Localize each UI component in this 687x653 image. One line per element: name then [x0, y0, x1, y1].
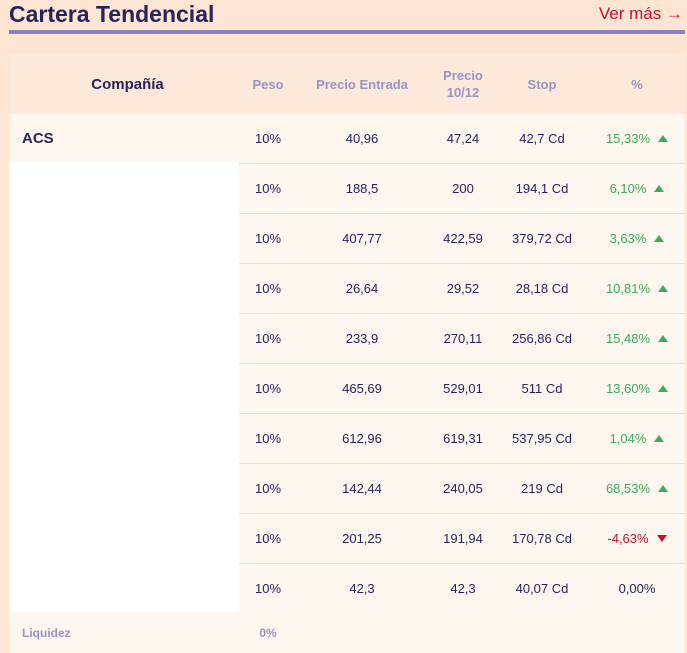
- precio-fecha-cell: 270,11: [443, 331, 483, 346]
- column-header-company: Compañía: [91, 75, 164, 93]
- precio-entrada-cell: 42,3: [349, 581, 375, 596]
- percent-value: 68,53%: [605, 481, 651, 496]
- percent-cell: 10,81%: [589, 264, 685, 313]
- triangle-up-icon: [658, 135, 669, 142]
- percent-cell: 1,04%: [589, 414, 685, 463]
- percent-cell: 6,10%: [589, 164, 685, 213]
- peso-cell: 10%: [254, 531, 282, 546]
- peso-cell: 10%: [254, 381, 282, 396]
- precio-entrada-cell: 233,9: [345, 331, 379, 346]
- column-header-precio-entrada: Precio Entrada: [316, 76, 408, 92]
- portfolio-table: Compañía Peso Precio Entrada Precio 10/1…: [9, 54, 685, 653]
- precio-fecha-cell: 29,52: [446, 281, 480, 296]
- stop-cell: 40,07 Cd: [515, 581, 569, 596]
- percent-value: 10,81%: [605, 281, 651, 296]
- hidden-company-names: [9, 162, 239, 612]
- stop-cell: 537,95 Cd: [512, 431, 572, 446]
- column-header-peso: Peso: [252, 76, 284, 92]
- table-row[interactable]: ACS 10% 40,96 47,24 42,7 Cd 15,33%: [9, 114, 685, 164]
- title-underline: [9, 30, 685, 34]
- liquidez-row: Liquidez 0%: [9, 613, 685, 653]
- company-cell: ACS: [22, 130, 54, 147]
- stop-cell: 511 Cd: [521, 381, 563, 396]
- peso-cell: 10%: [254, 581, 282, 596]
- peso-cell: 10%: [254, 331, 282, 346]
- peso-cell: 10%: [254, 481, 282, 496]
- triangle-up-icon: [658, 285, 669, 292]
- precio-fecha-cell: 47,24: [446, 131, 480, 146]
- precio-entrada-cell: 201,25: [342, 531, 382, 546]
- precio-fecha-cell: 191,94: [443, 531, 483, 546]
- stop-cell: 219 Cd: [521, 481, 563, 496]
- precio-fecha-cell: 200: [452, 181, 474, 196]
- peso-cell: 10%: [254, 231, 282, 246]
- column-header-stop: Stop: [527, 76, 557, 92]
- precio-entrada-cell: 465,69: [342, 381, 382, 396]
- precio-entrada-cell: 612,96: [342, 431, 382, 446]
- stop-cell: 256,86 Cd: [512, 331, 572, 346]
- precio-fecha-cell: 619,31: [443, 431, 483, 446]
- triangle-up-icon: [654, 435, 665, 442]
- triangle-up-icon: [658, 485, 669, 492]
- ver-mas-link[interactable]: Ver más →: [598, 4, 683, 23]
- table-header: Compañía Peso Precio Entrada Precio 10/1…: [9, 54, 685, 114]
- peso-cell: 10%: [254, 181, 282, 196]
- liquidez-peso: 0%: [259, 626, 277, 640]
- triangle-up-icon: [658, 385, 669, 392]
- percent-cell: 0,00%: [589, 564, 685, 613]
- column-header-precio-fecha: Precio 10/12: [443, 68, 483, 100]
- stop-cell: 42,7 Cd: [519, 131, 565, 146]
- percent-value: 13,60%: [605, 381, 651, 396]
- precio-entrada-cell: 142,44: [342, 481, 382, 496]
- triangle-up-icon: [658, 335, 669, 342]
- percent-cell: 68,53%: [589, 464, 685, 513]
- percent-cell: 3,63%: [589, 214, 685, 263]
- stop-cell: 194,1 Cd: [515, 181, 569, 196]
- precio-fecha-cell: 422,59: [443, 231, 483, 246]
- triangle-up-icon: [654, 235, 665, 242]
- percent-value: 1,04%: [609, 431, 647, 446]
- percent-cell: -4,63%: [589, 514, 685, 563]
- percent-cell: 13,60%: [589, 364, 685, 413]
- percent-cell: 15,33%: [589, 114, 685, 163]
- precio-entrada-cell: 26,64: [345, 281, 379, 296]
- precio-fecha-cell: 529,01: [443, 381, 483, 396]
- peso-cell: 10%: [254, 281, 282, 296]
- percent-cell: 15,48%: [589, 314, 685, 363]
- precio-fecha-cell: 240,05: [443, 481, 483, 496]
- stop-cell: 379,72 Cd: [512, 231, 572, 246]
- percent-value: 0,00%: [618, 581, 656, 596]
- stop-cell: 170,78 Cd: [512, 531, 572, 546]
- peso-cell: 10%: [254, 131, 282, 146]
- liquidez-label: Liquidez: [22, 626, 71, 640]
- precio-entrada-cell: 40,96: [345, 131, 379, 146]
- triangle-down-icon: [656, 535, 667, 542]
- precio-fecha-cell: 42,3: [450, 581, 476, 596]
- precio-entrada-cell: 407,77: [342, 231, 382, 246]
- percent-value: 15,33%: [605, 131, 651, 146]
- percent-value: 3,63%: [609, 231, 647, 246]
- peso-cell: 10%: [254, 431, 282, 446]
- page-title: Cartera Tendencial: [9, 1, 215, 27]
- percent-value: 15,48%: [605, 331, 651, 346]
- column-header-percent: %: [631, 76, 643, 92]
- precio-entrada-cell: 188,5: [345, 181, 379, 196]
- percent-value: 6,10%: [609, 181, 647, 196]
- percent-value: -4,63%: [607, 531, 649, 546]
- header: Cartera Tendencial Ver más →: [0, 0, 687, 34]
- stop-cell: 28,18 Cd: [515, 281, 569, 296]
- triangle-up-icon: [654, 185, 665, 192]
